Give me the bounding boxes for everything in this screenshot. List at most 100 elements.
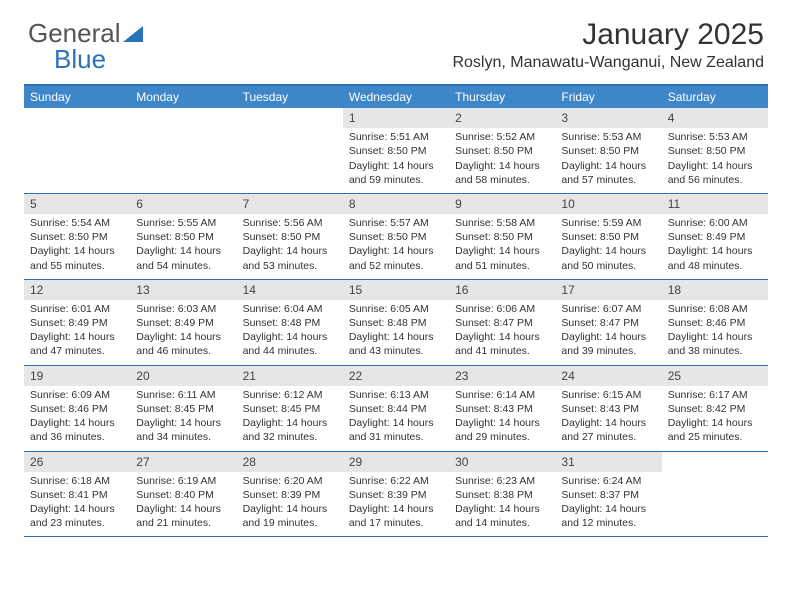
day-info: Sunrise: 6:24 AMSunset: 8:37 PMDaylight:… xyxy=(555,472,661,537)
daylight-text: Daylight: 14 hours and 56 minutes. xyxy=(668,159,762,187)
day-number: 20 xyxy=(130,366,236,386)
day-cell-27: 27Sunrise: 6:19 AMSunset: 8:40 PMDayligh… xyxy=(130,452,236,537)
daylight-text: Daylight: 14 hours and 19 minutes. xyxy=(243,502,337,530)
day-info: Sunrise: 5:51 AMSunset: 8:50 PMDaylight:… xyxy=(343,128,449,193)
dayname-monday: Monday xyxy=(130,86,236,108)
day-info: Sunrise: 6:03 AMSunset: 8:49 PMDaylight:… xyxy=(130,300,236,365)
sunrise-text: Sunrise: 5:53 AM xyxy=(561,130,655,144)
daylight-text: Daylight: 14 hours and 58 minutes. xyxy=(455,159,549,187)
sunrise-text: Sunrise: 6:08 AM xyxy=(668,302,762,316)
day-info: Sunrise: 6:11 AMSunset: 8:45 PMDaylight:… xyxy=(130,386,236,451)
day-number: 19 xyxy=(24,366,130,386)
sunrise-text: Sunrise: 5:54 AM xyxy=(30,216,124,230)
sunrise-text: Sunrise: 6:18 AM xyxy=(30,474,124,488)
day-info: Sunrise: 6:01 AMSunset: 8:49 PMDaylight:… xyxy=(24,300,130,365)
day-cell-1: 1Sunrise: 5:51 AMSunset: 8:50 PMDaylight… xyxy=(343,108,449,193)
sunset-text: Sunset: 8:42 PM xyxy=(668,402,762,416)
day-info: Sunrise: 6:23 AMSunset: 8:38 PMDaylight:… xyxy=(449,472,555,537)
day-cell-18: 18Sunrise: 6:08 AMSunset: 8:46 PMDayligh… xyxy=(662,280,768,365)
day-number: 17 xyxy=(555,280,661,300)
day-cell-26: 26Sunrise: 6:18 AMSunset: 8:41 PMDayligh… xyxy=(24,452,130,537)
week-row: 19Sunrise: 6:09 AMSunset: 8:46 PMDayligh… xyxy=(24,366,768,452)
day-info: Sunrise: 6:12 AMSunset: 8:45 PMDaylight:… xyxy=(237,386,343,451)
day-cell-30: 30Sunrise: 6:23 AMSunset: 8:38 PMDayligh… xyxy=(449,452,555,537)
sunrise-text: Sunrise: 5:55 AM xyxy=(136,216,230,230)
calendar-grid: SundayMondayTuesdayWednesdayThursdayFrid… xyxy=(24,84,768,537)
day-info: Sunrise: 5:53 AMSunset: 8:50 PMDaylight:… xyxy=(662,128,768,193)
page-header: General January 2025 Roslyn, Manawatu-Wa… xyxy=(0,0,792,76)
day-cell-6: 6Sunrise: 5:55 AMSunset: 8:50 PMDaylight… xyxy=(130,194,236,279)
daylight-text: Daylight: 14 hours and 57 minutes. xyxy=(561,159,655,187)
sunset-text: Sunset: 8:41 PM xyxy=(30,488,124,502)
sunrise-text: Sunrise: 6:22 AM xyxy=(349,474,443,488)
day-info: Sunrise: 6:08 AMSunset: 8:46 PMDaylight:… xyxy=(662,300,768,365)
day-info: Sunrise: 6:22 AMSunset: 8:39 PMDaylight:… xyxy=(343,472,449,537)
sunset-text: Sunset: 8:48 PM xyxy=(349,316,443,330)
sunrise-text: Sunrise: 6:04 AM xyxy=(243,302,337,316)
day-cell-9: 9Sunrise: 5:58 AMSunset: 8:50 PMDaylight… xyxy=(449,194,555,279)
day-info: Sunrise: 5:53 AMSunset: 8:50 PMDaylight:… xyxy=(555,128,661,193)
day-info: Sunrise: 6:15 AMSunset: 8:43 PMDaylight:… xyxy=(555,386,661,451)
day-number: 25 xyxy=(662,366,768,386)
sunrise-text: Sunrise: 6:17 AM xyxy=(668,388,762,402)
day-number: 31 xyxy=(555,452,661,472)
daylight-text: Daylight: 14 hours and 39 minutes. xyxy=(561,330,655,358)
sunset-text: Sunset: 8:49 PM xyxy=(30,316,124,330)
daylight-text: Daylight: 14 hours and 25 minutes. xyxy=(668,416,762,444)
sunset-text: Sunset: 8:39 PM xyxy=(349,488,443,502)
day-cell-29: 29Sunrise: 6:22 AMSunset: 8:39 PMDayligh… xyxy=(343,452,449,537)
title-block: January 2025 Roslyn, Manawatu-Wanganui, … xyxy=(452,18,764,72)
day-number: 4 xyxy=(662,108,768,128)
sunset-text: Sunset: 8:46 PM xyxy=(30,402,124,416)
day-cell-2: 2Sunrise: 5:52 AMSunset: 8:50 PMDaylight… xyxy=(449,108,555,193)
day-number: 9 xyxy=(449,194,555,214)
sunset-text: Sunset: 8:43 PM xyxy=(455,402,549,416)
day-number: 18 xyxy=(662,280,768,300)
day-cell-11: 11Sunrise: 6:00 AMSunset: 8:49 PMDayligh… xyxy=(662,194,768,279)
day-info: Sunrise: 5:52 AMSunset: 8:50 PMDaylight:… xyxy=(449,128,555,193)
day-number: 22 xyxy=(343,366,449,386)
sunset-text: Sunset: 8:50 PM xyxy=(668,144,762,158)
day-number: 14 xyxy=(237,280,343,300)
day-cell-7: 7Sunrise: 5:56 AMSunset: 8:50 PMDaylight… xyxy=(237,194,343,279)
day-info: Sunrise: 5:57 AMSunset: 8:50 PMDaylight:… xyxy=(343,214,449,279)
day-number: 24 xyxy=(555,366,661,386)
month-title: January 2025 xyxy=(452,18,764,52)
sunrise-text: Sunrise: 6:19 AM xyxy=(136,474,230,488)
sunset-text: Sunset: 8:45 PM xyxy=(243,402,337,416)
dayname-thursday: Thursday xyxy=(449,86,555,108)
day-cell-22: 22Sunrise: 6:13 AMSunset: 8:44 PMDayligh… xyxy=(343,366,449,451)
day-cell-13: 13Sunrise: 6:03 AMSunset: 8:49 PMDayligh… xyxy=(130,280,236,365)
day-cell-23: 23Sunrise: 6:14 AMSunset: 8:43 PMDayligh… xyxy=(449,366,555,451)
day-info: Sunrise: 6:20 AMSunset: 8:39 PMDaylight:… xyxy=(237,472,343,537)
day-cell-5: 5Sunrise: 5:54 AMSunset: 8:50 PMDaylight… xyxy=(24,194,130,279)
sunrise-text: Sunrise: 6:03 AM xyxy=(136,302,230,316)
sunset-text: Sunset: 8:48 PM xyxy=(243,316,337,330)
sunset-text: Sunset: 8:49 PM xyxy=(136,316,230,330)
sunrise-text: Sunrise: 6:13 AM xyxy=(349,388,443,402)
day-cell-8: 8Sunrise: 5:57 AMSunset: 8:50 PMDaylight… xyxy=(343,194,449,279)
dayname-friday: Friday xyxy=(555,86,661,108)
day-info: Sunrise: 5:56 AMSunset: 8:50 PMDaylight:… xyxy=(237,214,343,279)
day-info: Sunrise: 5:59 AMSunset: 8:50 PMDaylight:… xyxy=(555,214,661,279)
day-info: Sunrise: 5:55 AMSunset: 8:50 PMDaylight:… xyxy=(130,214,236,279)
day-cell-3: 3Sunrise: 5:53 AMSunset: 8:50 PMDaylight… xyxy=(555,108,661,193)
sunrise-text: Sunrise: 6:01 AM xyxy=(30,302,124,316)
daylight-text: Daylight: 14 hours and 21 minutes. xyxy=(136,502,230,530)
day-info: Sunrise: 6:06 AMSunset: 8:47 PMDaylight:… xyxy=(449,300,555,365)
daylight-text: Daylight: 14 hours and 44 minutes. xyxy=(243,330,337,358)
sunset-text: Sunset: 8:44 PM xyxy=(349,402,443,416)
daylight-text: Daylight: 14 hours and 12 minutes. xyxy=(561,502,655,530)
sunset-text: Sunset: 8:47 PM xyxy=(561,316,655,330)
sunset-text: Sunset: 8:40 PM xyxy=(136,488,230,502)
sunset-text: Sunset: 8:50 PM xyxy=(30,230,124,244)
day-info: Sunrise: 6:04 AMSunset: 8:48 PMDaylight:… xyxy=(237,300,343,365)
sunrise-text: Sunrise: 6:07 AM xyxy=(561,302,655,316)
day-number: 12 xyxy=(24,280,130,300)
daylight-text: Daylight: 14 hours and 27 minutes. xyxy=(561,416,655,444)
day-info: Sunrise: 6:19 AMSunset: 8:40 PMDaylight:… xyxy=(130,472,236,537)
daylight-text: Daylight: 14 hours and 54 minutes. xyxy=(136,244,230,272)
sunset-text: Sunset: 8:50 PM xyxy=(561,230,655,244)
day-info: Sunrise: 6:14 AMSunset: 8:43 PMDaylight:… xyxy=(449,386,555,451)
sunset-text: Sunset: 8:47 PM xyxy=(455,316,549,330)
